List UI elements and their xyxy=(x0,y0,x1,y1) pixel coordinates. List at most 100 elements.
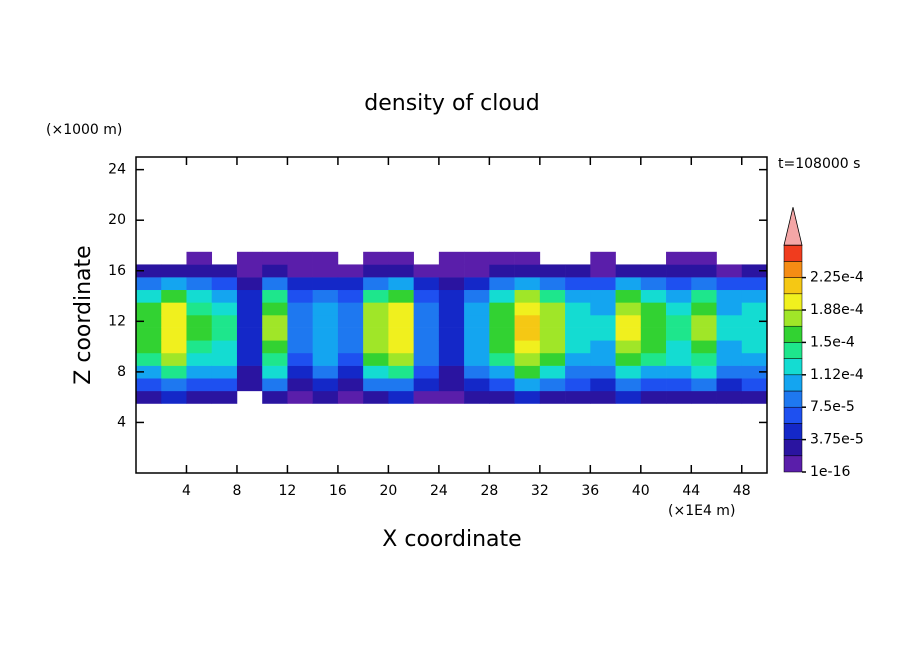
x-tick-label: 44 xyxy=(682,483,700,499)
cell xyxy=(438,390,465,404)
cell xyxy=(287,264,313,278)
cell xyxy=(312,378,339,392)
cell xyxy=(287,352,313,366)
cell xyxy=(590,264,616,278)
cell xyxy=(337,352,364,366)
cell xyxy=(262,251,288,265)
cell xyxy=(413,289,440,303)
cell xyxy=(741,340,768,354)
cell xyxy=(666,365,692,379)
cell xyxy=(312,315,339,328)
cell xyxy=(136,327,162,341)
cell xyxy=(337,264,364,278)
cell xyxy=(691,352,717,366)
colorbar-label: 7.5e-5 xyxy=(810,399,855,415)
cell xyxy=(262,365,288,379)
colorbar-band xyxy=(783,423,803,440)
cell xyxy=(438,302,465,316)
cell xyxy=(438,315,465,328)
cell xyxy=(741,315,768,328)
cell xyxy=(186,327,213,341)
cell xyxy=(287,277,313,291)
cell xyxy=(438,378,465,392)
cell xyxy=(489,340,515,354)
cell xyxy=(287,251,313,265)
colorbar-label: 1.5e-4 xyxy=(810,334,855,350)
cell xyxy=(590,352,616,366)
cell xyxy=(464,327,490,341)
cell xyxy=(514,302,541,316)
cell xyxy=(363,352,389,366)
cell xyxy=(565,302,591,316)
cell xyxy=(590,340,616,354)
cell xyxy=(716,315,743,328)
cell xyxy=(388,327,414,341)
cell xyxy=(565,378,591,392)
colorbar-band xyxy=(783,455,803,473)
cell xyxy=(388,340,414,354)
cell xyxy=(388,365,414,379)
cell xyxy=(716,378,743,392)
cell xyxy=(186,378,213,392)
cell xyxy=(388,251,414,265)
cell xyxy=(287,390,313,404)
cell xyxy=(489,315,515,328)
cell xyxy=(136,378,162,392)
cell xyxy=(741,264,768,278)
cell xyxy=(186,264,213,278)
cell xyxy=(337,277,364,291)
x-unit: (×1E4 m) xyxy=(668,503,735,519)
cell xyxy=(539,390,566,404)
colorbar-label: 1e-16 xyxy=(810,464,850,480)
colorbar-band xyxy=(783,342,803,359)
cell xyxy=(640,365,667,379)
cell xyxy=(262,352,288,366)
cell xyxy=(489,378,515,392)
cell xyxy=(716,352,743,366)
x-tick-label: 16 xyxy=(329,483,347,499)
cell xyxy=(741,277,768,291)
cell xyxy=(615,352,642,366)
cell xyxy=(640,352,667,366)
cell xyxy=(615,378,642,392)
cell xyxy=(363,289,389,303)
cell xyxy=(312,289,339,303)
cell xyxy=(640,302,667,316)
cell xyxy=(186,289,213,303)
colorbar-label: 3.75e-5 xyxy=(810,432,864,448)
cell xyxy=(337,315,364,328)
cell xyxy=(489,327,515,341)
cell xyxy=(211,315,238,328)
cell xyxy=(691,277,717,291)
cell xyxy=(514,315,541,328)
cell xyxy=(136,264,162,278)
cell xyxy=(464,390,490,404)
cell xyxy=(640,277,667,291)
cell xyxy=(590,277,616,291)
cell xyxy=(464,378,490,392)
x-tick-label: 36 xyxy=(581,483,599,499)
cell xyxy=(236,315,263,328)
y-tick-label: 24 xyxy=(108,162,126,178)
cell xyxy=(666,390,692,404)
cell xyxy=(363,327,389,341)
cell xyxy=(565,289,591,303)
cell xyxy=(539,378,566,392)
x-tick-label: 8 xyxy=(232,483,241,499)
cell xyxy=(262,390,288,404)
cell xyxy=(514,327,541,341)
cell xyxy=(565,352,591,366)
cell xyxy=(565,277,591,291)
cell xyxy=(590,302,616,316)
cell xyxy=(287,289,313,303)
cell xyxy=(388,277,414,291)
cell xyxy=(161,289,187,303)
cell xyxy=(464,264,490,278)
cell xyxy=(136,390,162,404)
cell xyxy=(741,289,768,303)
cell xyxy=(312,340,339,354)
x-tick-label: 4 xyxy=(182,483,191,499)
cell xyxy=(236,264,263,278)
cell xyxy=(489,352,515,366)
